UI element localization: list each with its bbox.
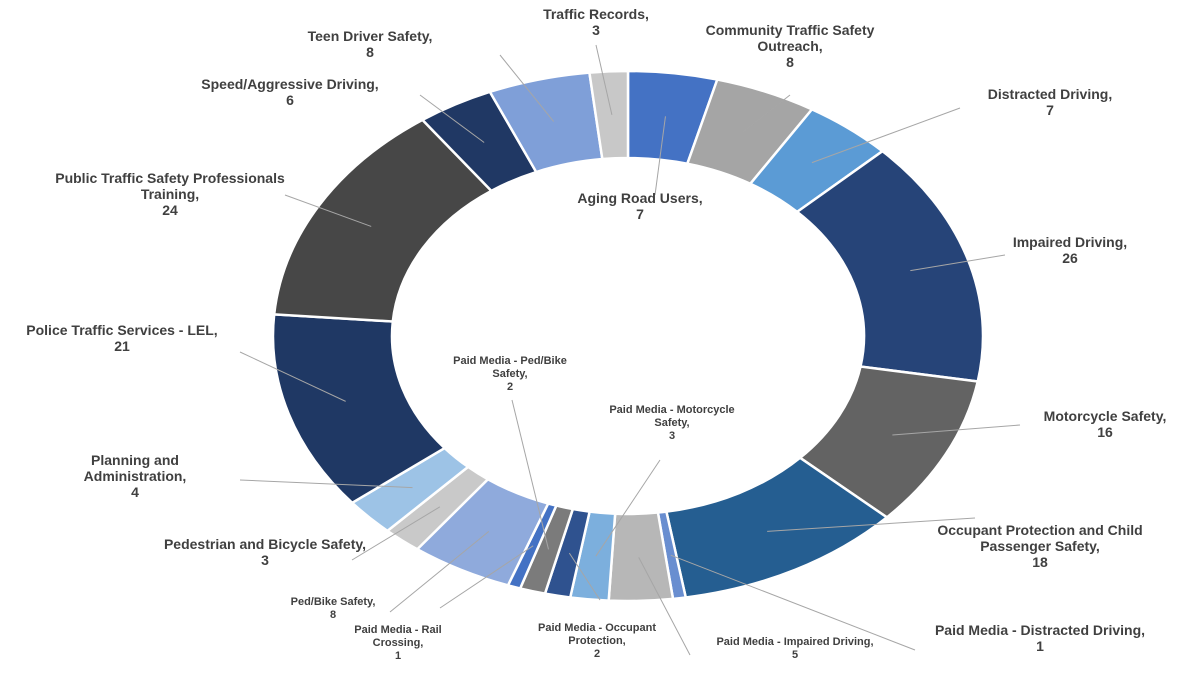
value-label: 3: [261, 552, 269, 568]
value-label: 3: [592, 22, 600, 38]
value-label: 7: [1046, 102, 1054, 118]
data-label: Traffic Records, 3: [496, 6, 696, 38]
value-label: 7: [636, 206, 644, 222]
leader-line: [351, 506, 441, 561]
leader-line: [511, 399, 549, 550]
value-label: 5: [791, 649, 799, 661]
value-label: 21: [114, 338, 130, 354]
data-label: Distracted Driving, 7: [950, 86, 1150, 118]
data-label: Impaired Driving, 26: [990, 234, 1150, 266]
data-label: Ped/Bike Safety, 8: [278, 596, 388, 622]
value-label: 18: [1032, 554, 1048, 570]
category-label: Paid Media - Motorcycle Safety,: [609, 404, 735, 429]
leader-line: [239, 351, 346, 402]
category-label: Paid Media - Ped/Bike Safety,: [453, 355, 567, 380]
value-label: 1: [394, 650, 402, 662]
category-label: Public Traffic Safety Professionals Trai…: [55, 170, 285, 202]
data-label: Paid Media - Occupant Protection, 2: [512, 622, 682, 661]
leader-line: [439, 545, 534, 609]
leader-line: [767, 517, 976, 532]
data-label: Community Traffic Safety Outreach, 8: [690, 22, 890, 70]
leader-line: [239, 479, 413, 489]
category-label: Occupant Protection and Child Passenger …: [937, 522, 1143, 554]
category-label: Police Traffic Services - LEL,: [26, 322, 218, 338]
data-label: Motorcycle Safety, 16: [1015, 408, 1195, 440]
value-label: 8: [329, 609, 337, 621]
data-label: Speed/Aggressive Driving, 6: [160, 76, 420, 108]
category-label: Ped/Bike Safety,: [290, 596, 376, 608]
leader-line: [670, 554, 916, 651]
category-label: Paid Media - Rail Crossing,: [354, 624, 442, 649]
leader-line: [811, 107, 961, 164]
data-label: Police Traffic Services - LEL, 21: [2, 322, 242, 354]
leader-line: [419, 94, 485, 143]
value-label: 4: [131, 484, 139, 500]
value-label: 2: [506, 381, 514, 393]
leader-line: [595, 44, 613, 115]
leader-line: [638, 557, 691, 656]
data-label: Paid Media - Impaired Driving, 5: [710, 636, 880, 662]
value-label: 8: [366, 44, 374, 60]
value-label: 3: [668, 430, 676, 442]
data-label: Planning and Administration, 4: [60, 452, 210, 500]
data-label: Aging Road Users, 7: [540, 190, 740, 222]
category-label: Distracted Driving,: [987, 86, 1113, 102]
value-label: 2: [593, 648, 601, 660]
data-label: Paid Media - Distracted Driving, 1: [925, 622, 1155, 654]
data-label: Public Traffic Safety Professionals Trai…: [55, 170, 285, 218]
leader-line: [892, 424, 1021, 436]
leader-line: [284, 194, 372, 227]
leader-line: [595, 459, 661, 557]
value-label: 16: [1097, 424, 1113, 440]
leader-line: [742, 94, 791, 133]
leader-line: [654, 116, 666, 196]
category-label: Speed/Aggressive Driving,: [201, 76, 379, 92]
data-label: Paid Media - Rail Crossing, 1: [338, 624, 458, 663]
leader-line: [568, 552, 601, 601]
leader-line: [389, 531, 490, 613]
category-label: Community Traffic Safety Outreach,: [705, 22, 875, 54]
value-label: 1: [1036, 638, 1044, 654]
value-label: 26: [1062, 250, 1078, 266]
value-label: 6: [286, 92, 294, 108]
data-label: Paid Media - Motorcycle Safety, 3: [602, 404, 742, 443]
data-label: Paid Media - Ped/Bike Safety, 2: [450, 355, 570, 394]
category-label: Paid Media - Occupant Protection,: [538, 622, 656, 647]
category-label: Motorcycle Safety,: [1043, 408, 1167, 424]
category-label: Aging Road Users,: [577, 190, 703, 206]
leader-line: [499, 54, 555, 122]
category-label: Planning and Administration,: [83, 452, 187, 484]
value-label: 24: [162, 202, 178, 218]
category-label: Teen Driver Safety,: [307, 28, 433, 44]
leader-line: [910, 254, 1006, 272]
data-label: Occupant Protection and Child Passenger …: [925, 522, 1155, 570]
data-label: Pedestrian and Bicycle Safety, 3: [150, 536, 380, 568]
category-label: Impaired Driving,: [1012, 234, 1128, 250]
value-label: 8: [786, 54, 794, 70]
category-label: Paid Media - Impaired Driving,: [716, 636, 874, 648]
category-label: Traffic Records,: [543, 6, 649, 22]
category-label: Pedestrian and Bicycle Safety,: [163, 536, 367, 552]
data-label: Teen Driver Safety, 8: [270, 28, 470, 60]
category-label: Paid Media - Distracted Driving,: [934, 622, 1146, 638]
